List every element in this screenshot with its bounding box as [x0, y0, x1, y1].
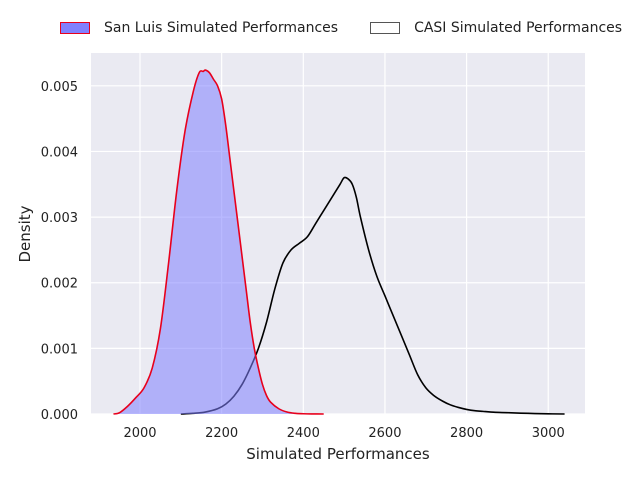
x-tick-label-3: 2600 — [368, 426, 401, 441]
x-tick-label-0: 2000 — [123, 426, 156, 441]
legend-label-san-luis: San Luis Simulated Performances — [104, 20, 339, 36]
series-layer — [113, 69, 565, 415]
y-tick-label-1: 0.001 — [41, 342, 78, 357]
legend-item-san-luis: San Luis Simulated Performances — [60, 20, 338, 36]
y-tick-label-2: 0.002 — [41, 277, 78, 292]
x-tick-label-1: 2200 — [205, 426, 238, 441]
legend-label-casi: CASI Simulated Performances — [414, 20, 623, 36]
x-axis-label: Simulated Performances — [246, 445, 430, 463]
x-tick-label-2: 2400 — [287, 426, 320, 441]
y-tick-label-4: 0.004 — [41, 145, 78, 160]
x-tick-label-5: 3000 — [532, 426, 565, 441]
x-tick-label-4: 2800 — [450, 426, 483, 441]
x-axis-ticks: 2000 2200 2400 2600 2800 3000 — [123, 426, 564, 441]
density-line-san-luis — [113, 69, 324, 415]
y-axis-label: Density — [16, 205, 34, 262]
y-tick-label-0: 0.000 — [41, 408, 78, 423]
legend-swatch-san-luis — [60, 22, 90, 34]
density-area-san-luis — [113, 70, 324, 414]
legend-swatch-casi — [370, 22, 401, 34]
chart-legend: San Luis Simulated Performances CASI Sim… — [60, 20, 640, 36]
y-tick-label-5: 0.005 — [41, 80, 78, 95]
y-tick-label-3: 0.003 — [41, 211, 78, 226]
y-axis-ticks: 0.000 0.001 0.002 0.003 0.004 0.005 — [41, 80, 78, 423]
legend-item-casi: CASI Simulated Performances — [370, 20, 622, 36]
